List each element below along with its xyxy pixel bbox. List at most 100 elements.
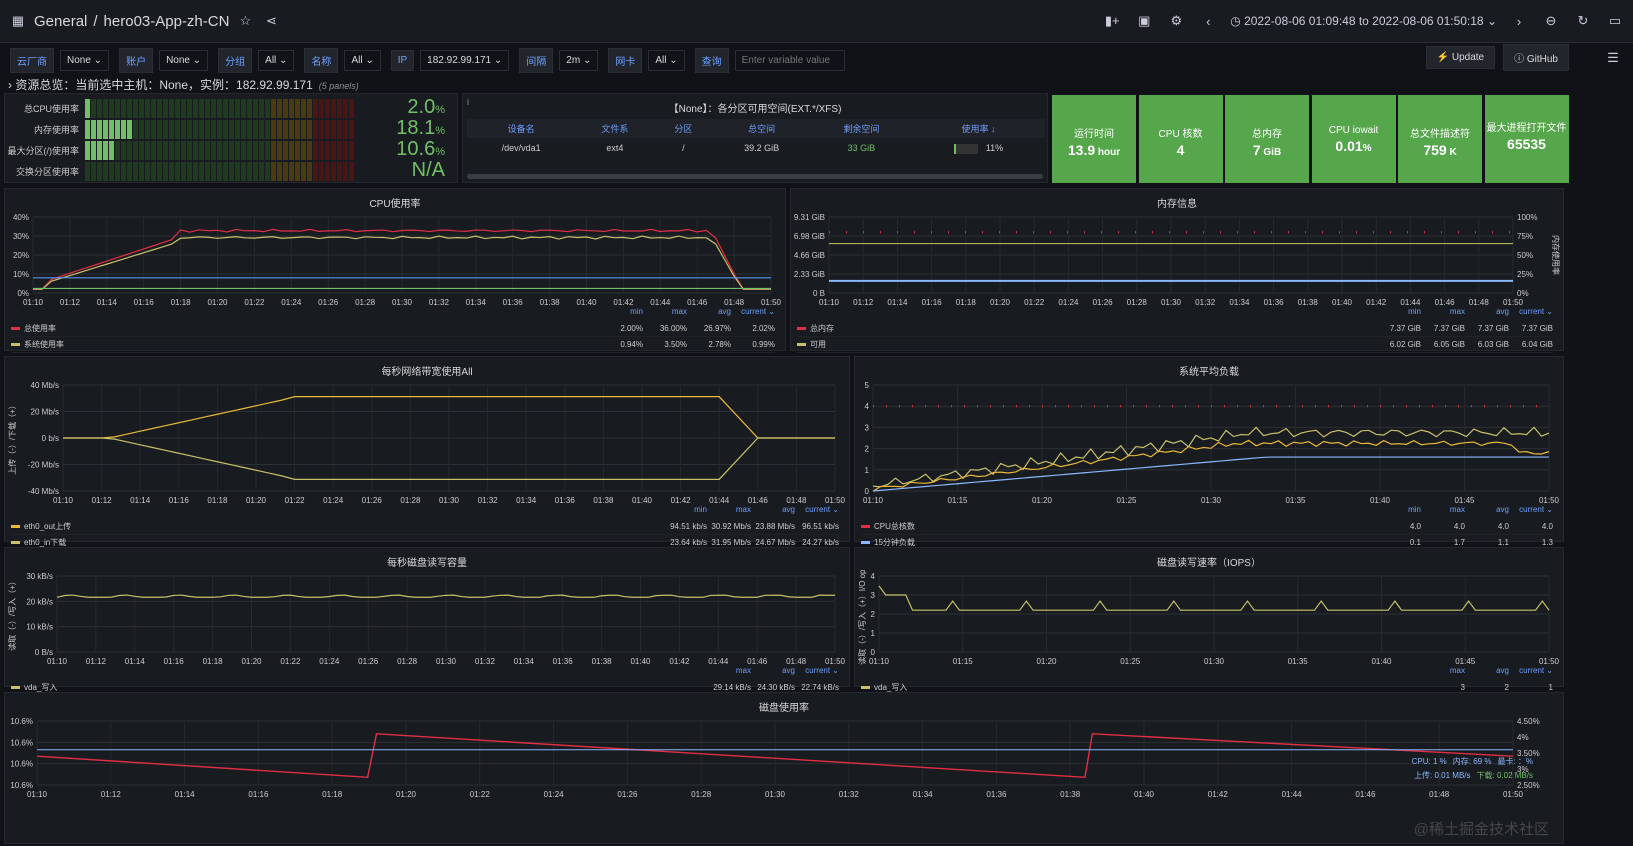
legend-column-header[interactable]: min: [694, 505, 707, 514]
variable-query-input[interactable]: [734, 49, 845, 71]
legend-item[interactable]: CPU总核数 4.0 4.0 4.0 4.0: [861, 519, 1553, 535]
variable-select[interactable]: 182.92.99.171 ⌄: [420, 49, 510, 71]
chart-svg[interactable]: 40% 30% 20% 10% 0%01:10 01:12 01:14 01:16 01:18 0…: [5, 211, 783, 309]
tv-mode-icon[interactable]: ▭: [1608, 13, 1622, 28]
y-tick-label-right: 75%: [1517, 232, 1533, 241]
legend-item[interactable]: eth0_out上传 94.51 kb/s 30.92 Mb/s 23.88 Mb/s…: [11, 519, 839, 535]
variable-select[interactable]: All ⌄: [258, 49, 295, 71]
gauge-segment: [343, 140, 348, 160]
gauge-segment: [157, 98, 162, 118]
chart-svg[interactable]: 9.31 GiB 6.98 GiB 4.66 GiB 2.33 GiB 0 B 100% 7…: [791, 211, 1561, 309]
legend-column-header[interactable]: avg: [782, 666, 795, 675]
stat-value-unit: %: [1362, 143, 1372, 154]
legend-column-header[interactable]: max: [1449, 666, 1465, 675]
update-button[interactable]: ⚡ Update: [1425, 45, 1496, 69]
chevron-right-icon[interactable]: ›: [1516, 13, 1522, 29]
legend-column-header[interactable]: max: [1449, 307, 1465, 316]
gauge-segment: [97, 98, 102, 118]
chevron-left-icon[interactable]: ‹: [1206, 13, 1211, 29]
x-tick-label: 01:40: [1134, 790, 1155, 799]
gauge-segment: [277, 98, 282, 118]
table-header[interactable]: 分区: [654, 119, 713, 138]
legend-column-header[interactable]: min: [1408, 307, 1421, 316]
x-tick-label: 01:40: [1371, 657, 1392, 666]
chart-svg[interactable]: 5 4 3 2 1 001:10 01:15 01:20 01:25 01:30 01:35 01:4…: [855, 379, 1561, 507]
info-icon[interactable]: i: [467, 97, 469, 107]
legend-column-header[interactable]: avg: [1496, 307, 1509, 316]
breadcrumb-home[interactable]: General: [34, 12, 88, 30]
y-tick-label: 10.6%: [10, 738, 33, 747]
table-header[interactable]: 使用率 ↓: [911, 119, 1045, 138]
legend-column-header[interactable]: avg: [1496, 666, 1509, 675]
legend-item[interactable]: 系统使用率 0.94% 3.50% 2.78% 0.99%: [11, 337, 775, 353]
table-header[interactable]: 总空间: [712, 119, 811, 138]
star-icon[interactable]: ☆: [239, 13, 252, 28]
gauge-segment: [295, 119, 300, 139]
legend-name: 系统使用率: [11, 339, 599, 350]
table-cell: /dev/vda1: [467, 138, 575, 159]
apps-grid-icon[interactable]: ▦: [11, 13, 25, 28]
legend-item[interactable]: 可用 6.02 GiB 6.05 GiB 6.03 GiB 6.04 GiB: [797, 337, 1553, 353]
legend-column-header[interactable]: current ⌄: [1519, 307, 1553, 316]
variable-select[interactable]: None ⌄: [159, 49, 209, 71]
series-line: [872, 426, 1550, 488]
stat-label: 总内存: [1252, 129, 1282, 140]
legend-column-header[interactable]: max: [735, 666, 751, 675]
gauge-segment: [211, 98, 216, 118]
gauge-segment: [343, 161, 348, 181]
update-label: Update: [1451, 51, 1485, 63]
legend-column-header[interactable]: avg: [1496, 505, 1509, 514]
table-header[interactable]: 设备名: [467, 119, 576, 138]
zoom-out-icon[interactable]: ⊖: [1545, 13, 1557, 28]
x-tick-label: 01:18: [322, 790, 343, 799]
legend-column-header[interactable]: avg: [718, 307, 731, 316]
table-header[interactable]: 文件系: [575, 119, 655, 138]
legend-column-header[interactable]: min: [1408, 505, 1421, 514]
refresh-icon[interactable]: ↻: [1577, 13, 1589, 28]
chart-svg[interactable]: 40 Mb/s 20 Mb/s 0 b/s -20 Mb/s -40 Mb/s01:10…: [5, 379, 847, 507]
chart-svg[interactable]: 30 kB/s 20 kB/s 10 kB/s 0 B/s01:10 01:12 01:1…: [5, 570, 847, 668]
legend-column-header[interactable]: current ⌄: [805, 505, 839, 514]
y-tick-label: 0 B: [813, 289, 825, 298]
gauge-segment: [295, 98, 300, 118]
gauge-segment: [121, 119, 126, 139]
time-range-picker[interactable]: ◷ 2022-08-06 01:09:48 to 2022-08-06 01:5…: [1230, 14, 1497, 28]
legend-column-header[interactable]: max: [735, 505, 751, 514]
legend-column-header[interactable]: max: [671, 307, 687, 316]
gauge-segment: [85, 98, 90, 118]
variable-select[interactable]: None ⌄: [60, 49, 110, 71]
mini-overlay: CPU: 1 % 内存: 69 % 最卡: ：% 上传: 0.01 MB/s 下载: 0…: [1403, 755, 1533, 783]
table-header[interactable]: 剩余空间: [810, 119, 912, 138]
variable-select[interactable]: All ⌄: [344, 49, 381, 71]
chart-svg[interactable]: 10.6%10.6%10.6%10.6%4.50%4%3.50%3%2.50%0…: [5, 715, 1561, 801]
legend-value: 2.02%: [752, 324, 775, 333]
legend-column-header[interactable]: current ⌄: [805, 666, 839, 675]
legend-column-header[interactable]: min: [630, 307, 643, 316]
share-icon[interactable]: ⋖: [265, 13, 277, 28]
variable-select[interactable]: All ⌄: [648, 49, 685, 71]
variable-select[interactable]: 2m ⌄: [559, 49, 599, 71]
menu-icon[interactable]: ☰: [1607, 50, 1619, 65]
legend-item[interactable]: 总内存 7.37 GiB 7.37 GiB 7.37 GiB 7.37 GiB: [797, 321, 1553, 337]
add-panel-icon[interactable]: ▮+: [1104, 13, 1120, 28]
legend-column-header[interactable]: max: [1449, 505, 1465, 514]
github-button[interactable]: ⓘ GitHub: [1503, 43, 1569, 71]
table-scrollbar[interactable]: [467, 174, 1043, 179]
legend-column-header[interactable]: avg: [782, 505, 795, 514]
gauge-segment: [271, 98, 276, 118]
disk-usage-panel: 磁盘使用率 10.6% 10.6% 10.6% 10.6% 4.50% 4% 3.50% 3% 2…: [4, 692, 1564, 844]
row-header[interactable]: › 资源总览：当前选中主机：None，实例：182.92.99.171 (5 pa…: [8, 76, 359, 93]
y-tick-label: 3: [871, 591, 876, 600]
gauge-bar: [85, 119, 354, 139]
gauge-segment: [265, 140, 270, 160]
chart-svg[interactable]: 4 3 2 1 001:10 01:15 01:20 01:25 01:30 01:35 01:40…: [855, 570, 1561, 668]
legend-column-header[interactable]: current ⌄: [1519, 505, 1553, 514]
gauge-segment: [259, 98, 264, 118]
legend-column-header[interactable]: current ⌄: [741, 307, 775, 316]
save-icon[interactable]: ▣: [1138, 13, 1151, 28]
dashboard-title[interactable]: hero03-App-zh-CN: [103, 12, 230, 30]
legend-item[interactable]: 总使用率 2.00% 36.00% 26.97% 2.02%: [11, 321, 775, 337]
legend-value: 24.30 kB/s: [757, 683, 795, 692]
settings-gear-icon[interactable]: ⚙: [1170, 13, 1183, 28]
legend-column-header[interactable]: current ⌄: [1519, 666, 1553, 675]
